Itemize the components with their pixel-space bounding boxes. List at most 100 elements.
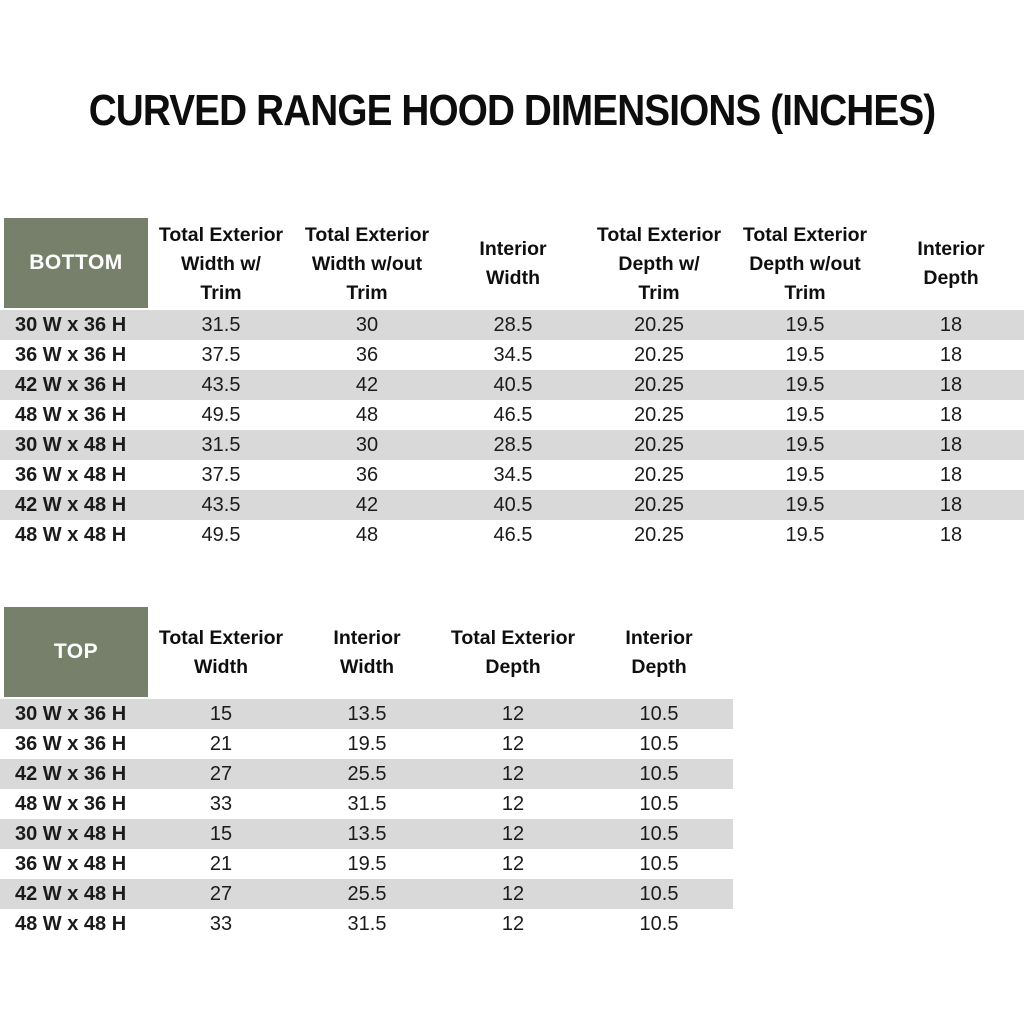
dimension-value-cell: 20.25 [633,403,685,426]
row-label: 30 W x 36 H [15,313,127,336]
dimension-value-cell: 12 [501,702,525,725]
dimension-value-cell: 10.5 [639,912,679,935]
dimension-value-cell: 18 [939,403,963,426]
dimension-value-cell: 40.5 [493,493,533,516]
dimension-value-cell: 20.25 [633,313,685,336]
row-label: 48 W x 36 H [15,403,127,426]
dimension-value-cell: 10.5 [639,792,679,815]
dimension-value-cell: 20.25 [633,433,685,456]
dimension-value-cell: 49.5 [201,523,241,546]
dimension-value-cell: 15 [209,822,233,845]
dimension-value-cell: 27 [209,882,233,905]
dimension-value-cell: 10.5 [639,762,679,785]
dimension-value-cell: 19.5 [785,433,825,456]
dimension-value-cell: 19.5 [785,343,825,366]
dimension-value-cell: 27 [209,762,233,785]
dimension-value-cell: 42 [355,493,379,516]
top-table-header-row: TOP Total Exterior Width Interior Width To… [0,607,733,699]
column-header: Total Exterior Width w/out Trim [304,223,430,304]
bottom-table-rows: 30 W x 36 H 31.5 30 28.5 20.25 19.5 18 36 W x 3… [0,310,1024,550]
dimension-value-cell: 28.5 [493,313,533,336]
row-label: 48 W x 48 H [15,912,127,935]
row-label: 30 W x 36 H [15,702,127,725]
table-row: 36 W x 48 H 37.5 36 34.5 20.25 19.5 18 [0,460,1024,490]
dimension-value-cell: 31.5 [201,313,241,336]
row-label: 42 W x 36 H [15,373,127,396]
table-row: 36 W x 36 H 21 19.5 12 10.5 [0,729,733,759]
dimension-value-cell: 33 [209,792,233,815]
dimension-value-cell: 48 [355,523,379,546]
dimension-value-cell: 12 [501,822,525,845]
table-row: 48 W x 48 H 49.5 48 46.5 20.25 19.5 18 [0,520,1024,550]
dimension-value-cell: 18 [939,313,963,336]
column-header: Total Exterior Depth w/ Trim [596,223,722,304]
dimension-value-cell: 34.5 [493,343,533,366]
dimension-value-cell: 21 [209,852,233,875]
dimension-value-cell: 18 [939,523,963,546]
dimension-value-cell: 21 [209,732,233,755]
dimension-value-cell: 19.5 [347,852,387,875]
dimension-value-cell: 12 [501,732,525,755]
table-row: 48 W x 36 H 33 31.5 12 10.5 [0,789,733,819]
dimension-value-cell: 20.25 [633,343,685,366]
column-header: Total Exterior Width w/ Trim [158,223,284,304]
dimension-value-cell: 15 [209,702,233,725]
bottom-table-title-cell: BOTTOM [4,218,148,308]
dimension-value-cell: 49.5 [201,403,241,426]
dimension-value-cell: 36 [355,463,379,486]
table-row: 36 W x 48 H 21 19.5 12 10.5 [0,849,733,879]
dimension-value-cell: 12 [501,852,525,875]
dimension-value-cell: 19.5 [785,523,825,546]
bottom-dimensions-table: BOTTOM Total Exterior Width w/ Trim Total… [0,218,1024,550]
dimension-value-cell: 12 [501,762,525,785]
table-row: 36 W x 36 H 37.5 36 34.5 20.25 19.5 18 [0,340,1024,370]
dimension-value-cell: 20.25 [633,523,685,546]
dimension-value-cell: 18 [939,373,963,396]
dimension-value-cell: 33 [209,912,233,935]
column-header: Total Exterior Depth [450,627,576,678]
dimension-value-cell: 43.5 [201,373,241,396]
row-label: 42 W x 48 H [15,493,127,516]
dimension-value-cell: 31.5 [347,912,387,935]
table-row: 42 W x 48 H 43.5 42 40.5 20.25 19.5 18 [0,490,1024,520]
top-table-rows: 30 W x 36 H 15 13.5 12 10.5 36 W x 36 H 21 19.5… [0,699,733,939]
dimension-value-cell: 25.5 [347,882,387,905]
dimension-value-cell: 10.5 [639,702,679,725]
dimension-value-cell: 46.5 [493,403,533,426]
table-row: 30 W x 48 H 31.5 30 28.5 20.25 19.5 18 [0,430,1024,460]
dimension-value-cell: 25.5 [347,762,387,785]
dimension-value-cell: 19.5 [785,313,825,336]
dimension-value-cell: 18 [939,433,963,456]
dimension-value-cell: 20.25 [633,493,685,516]
dimension-value-cell: 30 [355,313,379,336]
column-header: Interior Width [333,627,401,678]
column-header: Total Exterior Width [158,627,284,678]
dimension-value-cell: 36 [355,343,379,366]
dimension-value-cell: 37.5 [201,343,241,366]
dimension-value-cell: 28.5 [493,433,533,456]
dimension-value-cell: 37.5 [201,463,241,486]
row-label: 36 W x 48 H [15,463,127,486]
dimension-value-cell: 42 [355,373,379,396]
row-label: 36 W x 48 H [15,852,127,875]
dimension-value-cell: 43.5 [201,493,241,516]
dimension-value-cell: 46.5 [493,523,533,546]
dimension-value-cell: 19.5 [785,463,825,486]
row-label: 48 W x 36 H [15,792,127,815]
dimension-value-cell: 10.5 [639,852,679,875]
table-row: 42 W x 36 H 27 25.5 12 10.5 [0,759,733,789]
dimension-value-cell: 40.5 [493,373,533,396]
row-label: 42 W x 48 H [15,882,127,905]
dimension-value-cell: 12 [501,792,525,815]
column-header: Total Exterior Depth w/out Trim [742,223,868,304]
row-label: 30 W x 48 H [15,433,127,456]
dimension-value-cell: 18 [939,463,963,486]
column-header: Interior Depth [917,238,985,289]
dimension-value-cell: 20.25 [633,463,685,486]
table-row: 48 W x 36 H 49.5 48 46.5 20.25 19.5 18 [0,400,1024,430]
table-row: 30 W x 36 H 31.5 30 28.5 20.25 19.5 18 [0,310,1024,340]
top-dimensions-table: TOP Total Exterior Width Interior Width To… [0,607,733,939]
dimension-value-cell: 10.5 [639,822,679,845]
column-header: Interior Width [479,238,547,289]
top-table-title-cell: TOP [4,607,148,697]
